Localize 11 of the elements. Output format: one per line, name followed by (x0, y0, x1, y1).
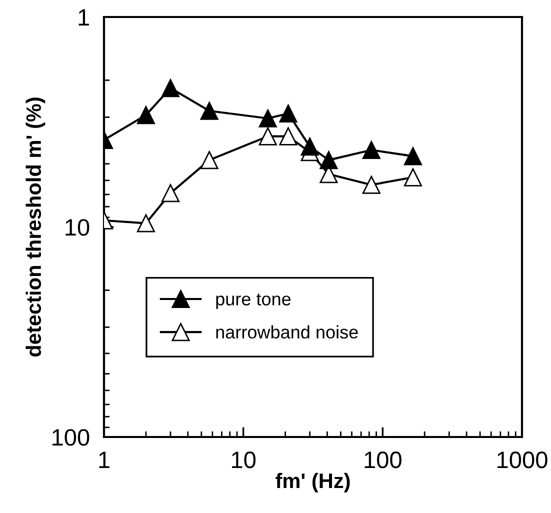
x-tick-label: 1 (99, 452, 110, 468)
legend-label: pure tone (216, 294, 291, 310)
y-tick-label: 10 (66, 219, 90, 236)
y-tick-label: 1 (78, 9, 89, 26)
y-axis-title: detection threshold m' (%) (26, 98, 46, 357)
x-axis-title: fm' (Hz) (276, 472, 350, 492)
y-tick-label: 100 (52, 429, 90, 446)
x-tick-label: 100 (364, 452, 402, 468)
x-tick-label: 10 (232, 452, 256, 468)
x-tick-label: 1000 (498, 452, 548, 468)
legend-label: narrowband noise (216, 325, 358, 339)
